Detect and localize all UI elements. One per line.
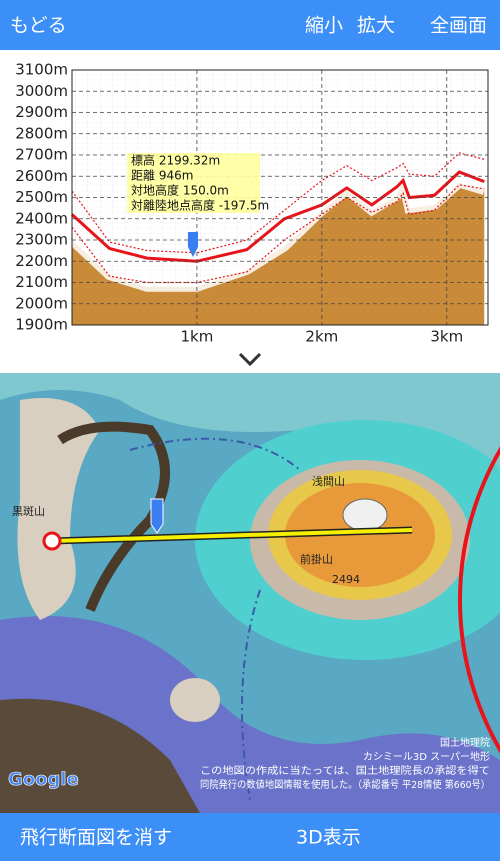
ridge — [17, 398, 100, 620]
x-tick-label: 3km — [430, 328, 463, 346]
attribution: この地図の作成に当たっては、国土地理院長の承認を得て — [200, 764, 490, 777]
range-circle — [458, 446, 500, 754]
zoom-in-button[interactable]: 拡大 — [357, 15, 395, 37]
crater — [342, 498, 388, 532]
y-tick-label: 3000m — [15, 82, 68, 100]
y-tick-label: 1900m — [15, 316, 68, 334]
position-marker — [188, 232, 198, 257]
terrain-edge — [68, 164, 486, 292]
profile-chart: 1900m 2000m 2100m 2200m 2300m 2400m 2500m 2600m… — [15, 61, 489, 346]
offset-line — [71, 152, 485, 254]
y-tick-label: 2400m — [15, 209, 68, 227]
bottom-bar-bg — [0, 813, 500, 861]
y-tick-label: 2900m — [15, 103, 68, 121]
tooltip-line: 対地高度 150.0m — [131, 183, 229, 198]
google-logo: Google — [8, 769, 79, 790]
flight-line — [70, 170, 485, 263]
tooltip-bg — [127, 153, 260, 213]
x-tick-label: 2km — [305, 328, 338, 346]
terrain-zone — [0, 698, 200, 813]
takeoff-point — [42, 531, 62, 551]
tooltip-line: 対離陸地点高度 -197.5m — [131, 198, 269, 213]
attribution: カシミール3D スーパー地形 — [363, 750, 490, 763]
x-tick-label: 1km — [181, 328, 214, 346]
y-tick-label: 2700m — [15, 146, 68, 164]
map: 黒斑山 浅間山 前掛山 2494 国土地理院 カシミール3D スーパー地形 この… — [0, 373, 500, 813]
top-bar-bg — [0, 0, 500, 50]
zoom-out-button[interactable]: 縮小 — [305, 15, 343, 37]
hide-profile-button[interactable]: 飛行断面図を消す — [20, 827, 172, 849]
top-bar: もどる 縮小 拡大 全画面 — [0, 0, 500, 50]
terrain-zone — [0, 373, 500, 470]
collapse-chevron[interactable] — [238, 352, 262, 367]
y-tick-label: 2300m — [15, 231, 68, 249]
y-tick-label: 3100m — [15, 61, 68, 79]
y-tick-label: 2800m — [15, 124, 68, 142]
plot-frame — [71, 69, 489, 326]
bottom-bar: 飛行断面図を消す 3D表示 — [0, 813, 500, 861]
drone-marker — [150, 498, 164, 534]
attribution: 同院発行の数値地図情報を使用した。（承認番号 平28情使 第660号） — [200, 778, 490, 791]
y-tick-label: 2100m — [15, 273, 68, 291]
flight-path — [51, 528, 413, 543]
tooltip-line: 標高 2199.32m — [131, 153, 220, 168]
boundary — [129, 437, 301, 801]
y-tick-label: 2500m — [15, 188, 68, 206]
y-tick-label: 2000m — [15, 294, 68, 312]
map-label: 前掛山 — [300, 552, 333, 566]
hill — [170, 678, 220, 722]
tooltip: 標高 2199.32m 距離 946m 対地高度 150.0m 対離陸地点高度 … — [127, 153, 269, 213]
fullscreen-button[interactable]: 全画面 — [430, 15, 487, 37]
map-label: 2494 — [332, 573, 360, 586]
tooltip-line: 距離 946m — [131, 169, 193, 183]
attribution: 国土地理院 — [440, 736, 490, 749]
cliff — [57, 421, 170, 612]
map-label: 黒斑山 — [12, 505, 45, 518]
y-tick-label: 2200m — [15, 252, 68, 270]
3d-view-button[interactable]: 3D表示 — [296, 827, 361, 849]
y-tick-label: 2600m — [15, 167, 68, 185]
back-button[interactable]: もどる — [10, 15, 67, 37]
map-label: 浅間山 — [312, 475, 345, 488]
